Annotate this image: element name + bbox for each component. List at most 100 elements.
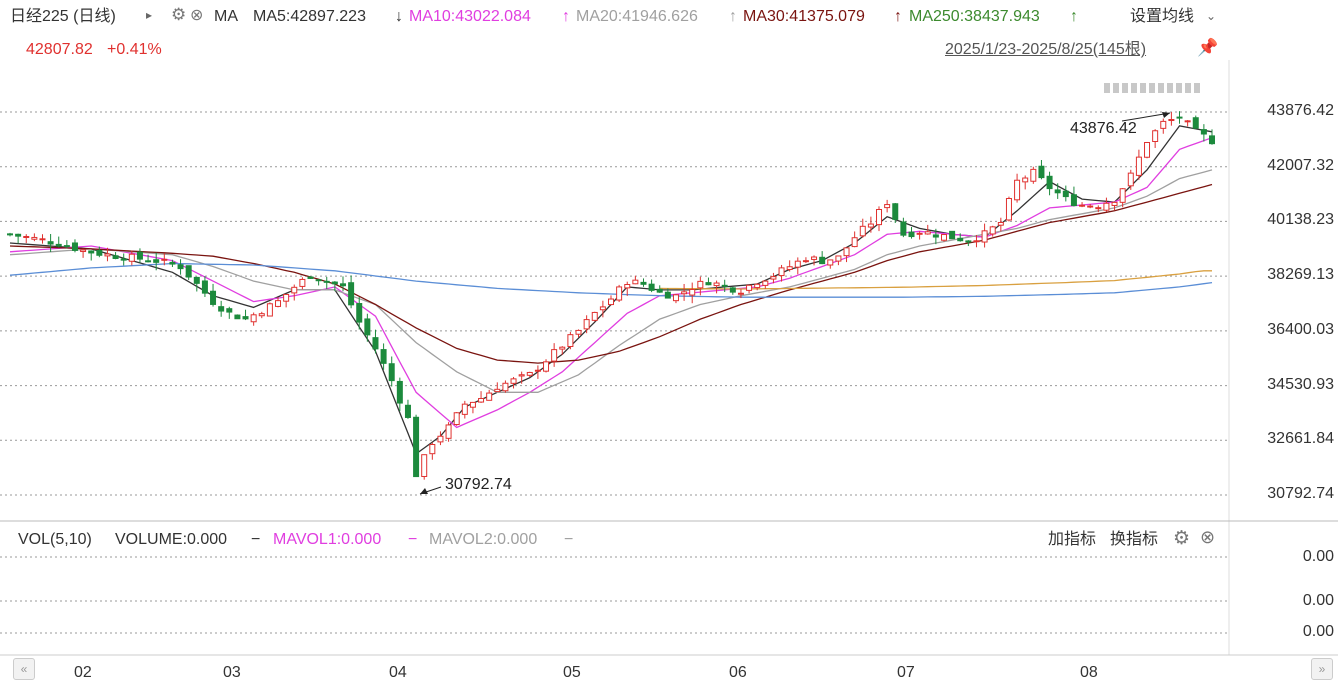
candle-body: [331, 281, 338, 285]
candle: [104, 247, 111, 262]
candle: [1127, 169, 1134, 190]
gear-icon[interactable]: ⚙: [1173, 528, 1191, 549]
candle-body: [575, 329, 582, 335]
candle: [859, 218, 866, 238]
header-bar: 日经225 (日线) ▸ ⚙ ⊗ MA MA5:42897.223 ↓ MA10…: [0, 0, 1338, 36]
candle: [437, 431, 444, 446]
candle-body: [1054, 189, 1061, 194]
candle-body: [754, 283, 761, 289]
candle-body: [1119, 188, 1126, 203]
candle: [1192, 115, 1199, 129]
close-icon[interactable]: ⊗: [190, 7, 204, 24]
candle: [534, 365, 541, 379]
candle: [478, 391, 485, 403]
candle-body: [543, 361, 550, 372]
candle: [1062, 185, 1069, 202]
candle: [819, 251, 826, 265]
candle-body: [876, 209, 883, 226]
candle-body: [1200, 129, 1207, 135]
add-indicator-button[interactable]: 加指标: [1048, 531, 1097, 548]
candle: [47, 234, 54, 252]
candle: [1135, 149, 1142, 180]
candle: [153, 252, 160, 271]
candle-body: [348, 282, 355, 306]
price-grid: [0, 111, 1229, 496]
candle-body: [957, 237, 964, 242]
candle: [851, 231, 858, 248]
candle-body: [1192, 117, 1199, 129]
candle-body: [867, 223, 874, 228]
candle: [396, 377, 403, 412]
low-label: 30792.74: [445, 476, 512, 493]
candle-body: [900, 221, 907, 236]
volume-value: VOLUME:0.000: [115, 531, 228, 548]
ma30-value: MA30:41375.079: [743, 8, 865, 25]
candle-body: [1168, 119, 1175, 122]
candle: [502, 380, 509, 393]
switch-indicator-button[interactable]: 换指标: [1110, 531, 1159, 548]
candle: [1046, 171, 1053, 196]
candle: [1119, 188, 1126, 208]
candle-body: [1103, 202, 1110, 211]
candle-body: [583, 319, 590, 330]
candle-body: [396, 380, 403, 404]
candle-body: [1144, 142, 1151, 158]
candle-body: [737, 292, 744, 295]
candle-body: [1135, 156, 1142, 176]
candle-body: [218, 306, 225, 312]
candle: [339, 276, 346, 292]
pin-icon[interactable]: 📌: [1197, 38, 1219, 57]
candle: [713, 280, 720, 294]
candle-body: [1087, 205, 1094, 208]
mavol2-value: MAVOL2:0.000: [429, 531, 538, 548]
event-marker: [1131, 83, 1137, 93]
candle-body: [104, 253, 111, 257]
candle: [1184, 120, 1191, 127]
candle: [218, 300, 225, 317]
scroll-left-button[interactable]: «: [13, 658, 35, 680]
candle: [705, 277, 712, 286]
candle-body: [177, 264, 184, 270]
vol-tick: 0.00: [1302, 623, 1334, 640]
ma-line-ma250: [9, 262, 1213, 298]
candle: [63, 240, 70, 249]
candle: [55, 236, 62, 248]
play-icon[interactable]: ▸: [146, 8, 153, 22]
candle-body: [453, 412, 460, 426]
ma-extra-line: [659, 270, 1212, 290]
ma-settings-button[interactable]: 设置均线: [1130, 8, 1195, 25]
candle-body: [591, 311, 598, 321]
candle: [729, 286, 736, 295]
chevron-down-icon[interactable]: ⌄: [1206, 9, 1217, 23]
candle: [770, 272, 777, 284]
x-tick-label: 05: [563, 664, 581, 681]
gear-icon[interactable]: ⚙: [171, 5, 187, 24]
candle-body: [145, 260, 152, 263]
candle-body: [136, 251, 143, 260]
candle: [372, 329, 379, 354]
candle-body: [315, 279, 322, 282]
candle-body: [364, 318, 371, 336]
close-icon[interactable]: ⊗: [1200, 527, 1216, 547]
candle: [1160, 118, 1167, 134]
candle-body: [567, 334, 574, 347]
candle-body: [1095, 207, 1102, 210]
candle-body: [843, 247, 850, 257]
arrow-icon: [420, 488, 428, 494]
vol-label: VOL(5,10): [18, 531, 92, 548]
candle-body: [599, 306, 606, 311]
candle-body: [339, 283, 346, 287]
event-marker: [1194, 83, 1200, 93]
candle: [965, 240, 972, 247]
candle-body: [965, 240, 972, 243]
candle-body: [88, 250, 95, 254]
candle-body: [494, 388, 501, 393]
candle-body: [689, 288, 696, 296]
candle: [112, 252, 119, 260]
candle: [486, 389, 493, 401]
candle: [461, 400, 468, 419]
candle: [177, 259, 184, 275]
candle: [997, 217, 1004, 232]
scroll-right-button[interactable]: »: [1311, 658, 1333, 680]
